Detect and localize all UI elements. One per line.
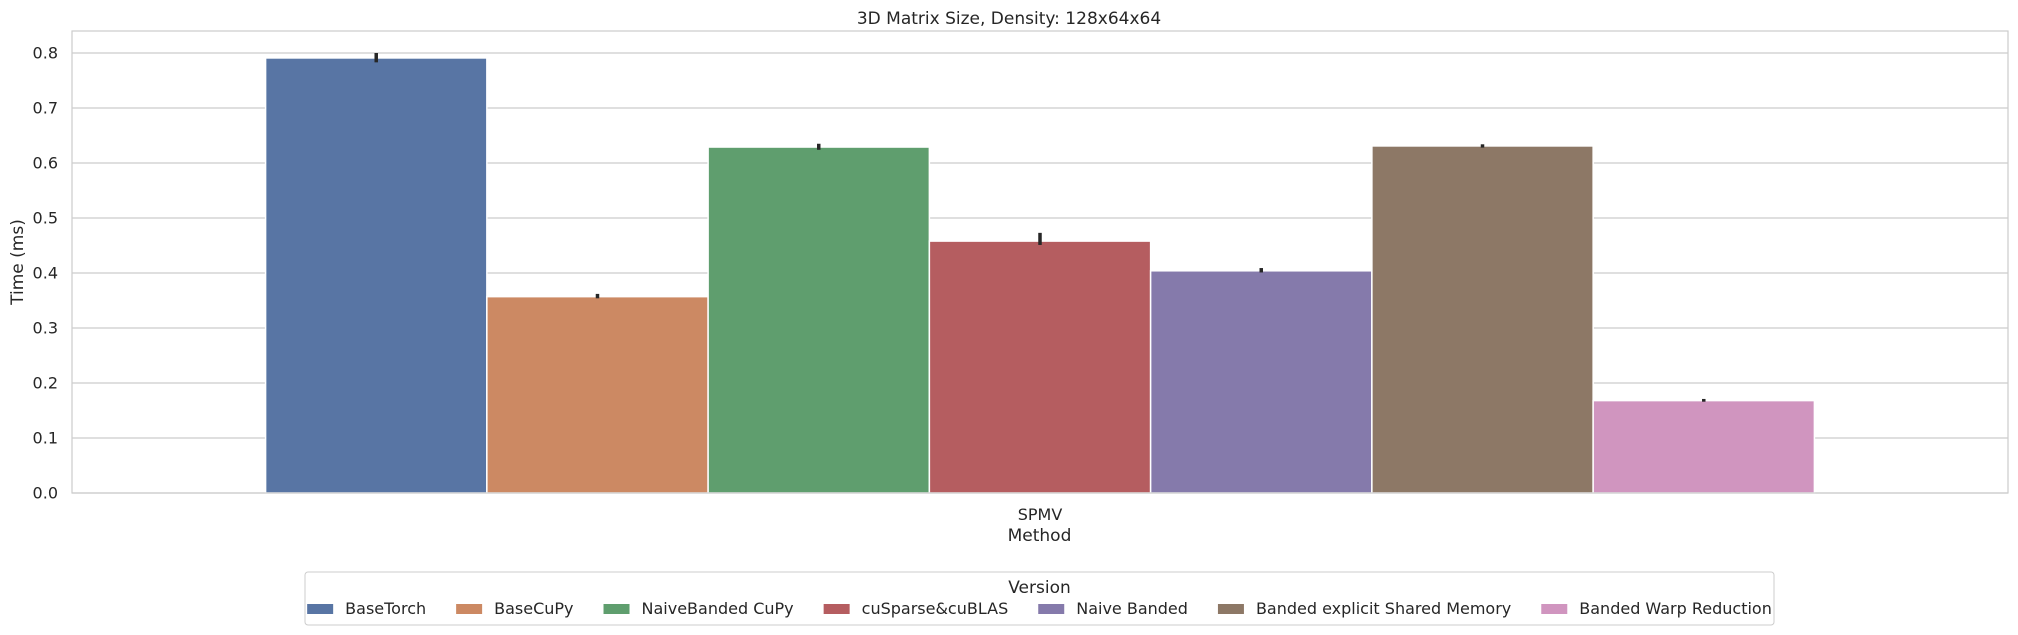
- legend-label: Banded Warp Reduction: [1579, 599, 1772, 618]
- legend-item: Naive Banded: [1038, 599, 1188, 618]
- legend-swatch: [823, 604, 850, 614]
- bar: [486, 295, 709, 494]
- y-tick-label: 0.1: [33, 429, 58, 448]
- bar: [928, 240, 1152, 494]
- legend-swatch: [1038, 604, 1065, 614]
- y-tick-label: 0.7: [33, 99, 58, 118]
- y-tick-label: 0.2: [33, 374, 58, 393]
- legend-item: cuSparse&cuBLAS: [823, 599, 1009, 618]
- legend-label: Banded explicit Shared Memory: [1256, 599, 1511, 618]
- legend: Version BaseTorch BaseCuPy NaiveBanded CuP…: [304, 571, 1775, 626]
- bar: [1371, 145, 1594, 494]
- x-tick-labels: SPMV: [1018, 505, 1063, 524]
- legend-swatch: [307, 604, 334, 614]
- bar: [1592, 399, 1816, 494]
- y-tick-label: 0.8: [33, 44, 58, 63]
- legend-item: BaseTorch: [307, 599, 426, 618]
- bar: [1149, 270, 1373, 494]
- x-tick-label: SPMV: [1018, 505, 1063, 524]
- y-tick-labels: 0.0 0.1 0.2 0.3 0.4 0.5 0.6 0.7 0.8: [33, 44, 58, 503]
- y-tick-label: 0.6: [33, 154, 58, 173]
- error-bars: [374, 53, 1706, 402]
- legend-item: NaiveBanded CuPy: [603, 599, 794, 618]
- legend-items: BaseTorch BaseCuPy NaiveBanded CuPy cuSpars…: [307, 599, 1772, 618]
- legend-label: cuSparse&cuBLAS: [862, 599, 1009, 618]
- y-tick-label: 0.0: [33, 484, 58, 503]
- y-tick-label: 0.3: [33, 319, 58, 338]
- legend-swatch: [603, 604, 630, 614]
- legend-label: BaseTorch: [345, 599, 426, 618]
- legend-title: Version: [1008, 578, 1071, 598]
- y-tick-label: 0.5: [33, 209, 58, 228]
- y-tick-label: 0.4: [33, 264, 58, 283]
- chart-title: 3D Matrix Size, Density: 128x64x64: [857, 9, 1161, 29]
- bar: [264, 57, 488, 494]
- y-axis-label: Time (ms): [8, 219, 28, 306]
- x-axis-label: Method: [1008, 526, 1072, 546]
- legend-frame: [304, 571, 1775, 626]
- legend-label: Naive Banded: [1076, 599, 1188, 618]
- legend-label: NaiveBanded CuPy: [642, 599, 794, 618]
- legend-item: Banded Warp Reduction: [1541, 599, 1772, 618]
- bars: [264, 57, 1816, 494]
- legend-swatch: [456, 604, 483, 614]
- legend-swatch: [1541, 604, 1568, 614]
- legend-item: Banded explicit Shared Memory: [1217, 599, 1511, 618]
- bar: [707, 146, 931, 494]
- legend-item: BaseCuPy: [456, 599, 574, 618]
- plot-frame: [71, 30, 2009, 494]
- legend-label: BaseCuPy: [494, 599, 573, 618]
- legend-swatch: [1217, 604, 1244, 614]
